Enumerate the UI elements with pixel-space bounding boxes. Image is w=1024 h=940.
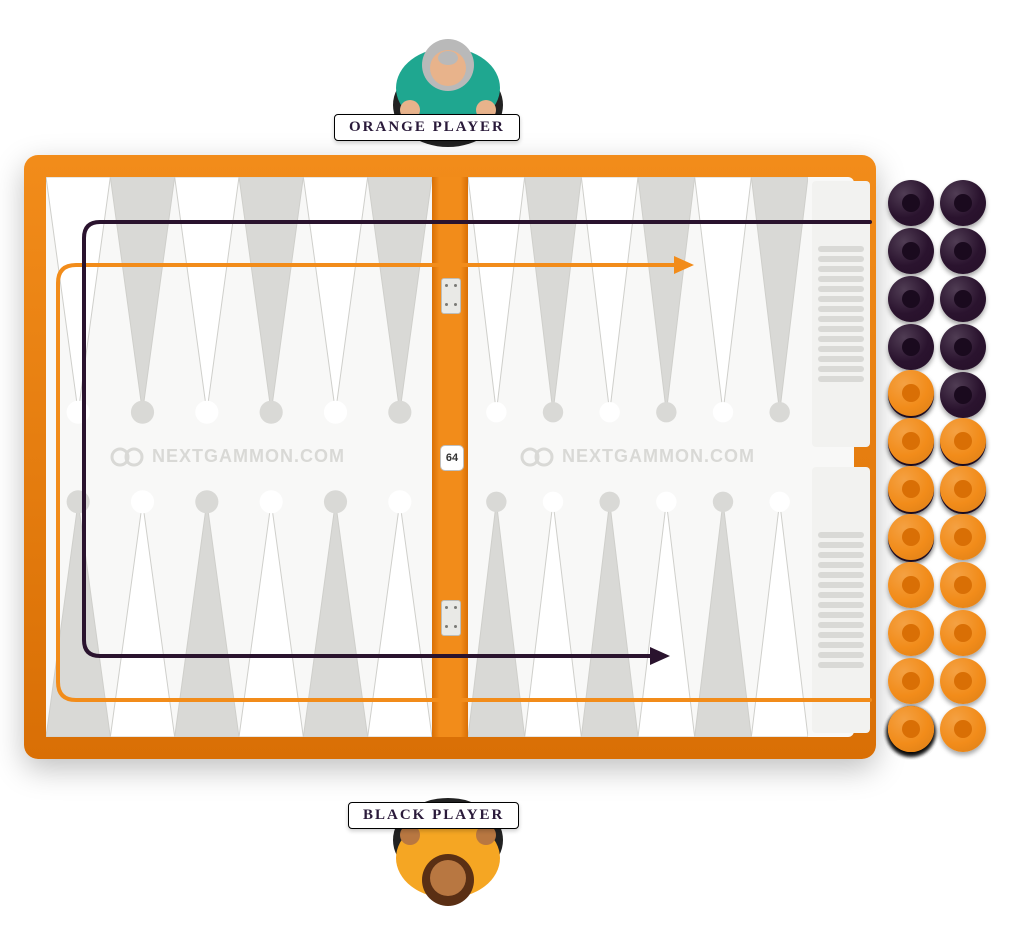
label-orange-player: ORANGE PLAYER	[334, 114, 520, 141]
label-black-player: BLACK PLAYER	[348, 802, 519, 829]
avatar-bottom	[388, 760, 508, 930]
arrow-black	[0, 0, 1024, 940]
avatar-top	[388, 10, 508, 165]
